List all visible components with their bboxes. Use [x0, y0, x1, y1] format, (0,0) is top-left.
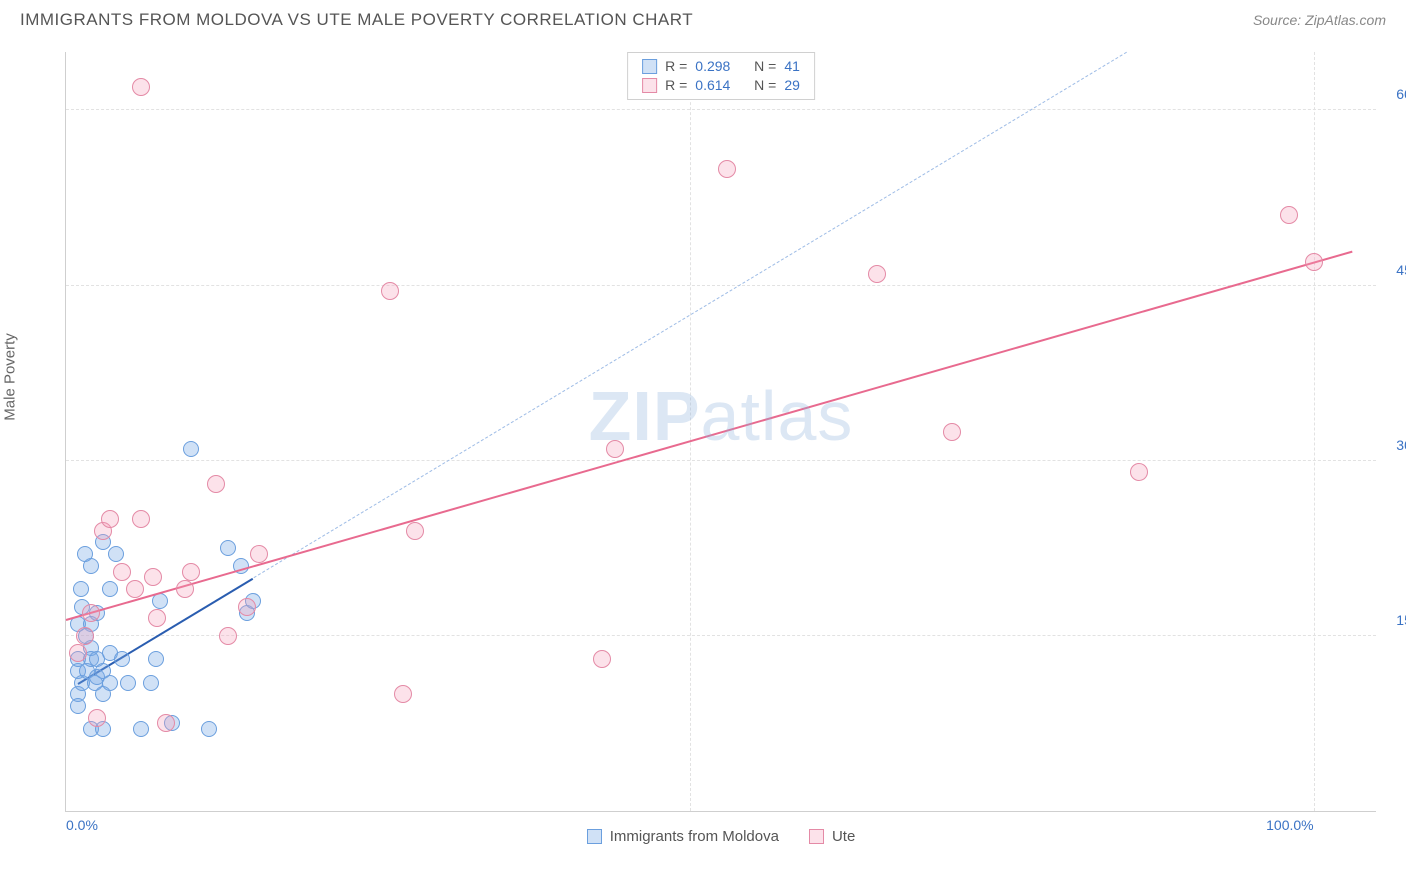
data-point	[157, 714, 175, 732]
data-point	[219, 627, 237, 645]
data-point	[73, 581, 89, 597]
data-point	[70, 698, 86, 714]
gridline	[66, 109, 1376, 110]
data-point	[201, 721, 217, 737]
trend-line	[66, 251, 1353, 621]
data-point	[133, 721, 149, 737]
data-point	[718, 160, 736, 178]
legend-swatch	[587, 829, 602, 844]
legend-stats-row: R = 0.614 N = 29	[642, 76, 800, 95]
series-legend: Immigrants from Moldova Ute	[66, 828, 1376, 845]
data-point	[77, 546, 93, 562]
data-point	[144, 568, 162, 586]
data-point	[593, 650, 611, 668]
legend-item: Ute	[809, 828, 855, 845]
legend-swatch	[642, 78, 657, 93]
data-point	[132, 78, 150, 96]
legend-swatch	[642, 59, 657, 74]
data-point	[1280, 206, 1298, 224]
data-point	[868, 265, 886, 283]
x-tick-label: 100.0%	[1266, 817, 1313, 833]
data-point	[148, 651, 164, 667]
data-point	[1130, 463, 1148, 481]
data-point	[101, 510, 119, 528]
gridline	[66, 635, 1376, 636]
data-point	[148, 609, 166, 627]
data-point	[120, 675, 136, 691]
data-point	[126, 580, 144, 598]
legend-label: Ute	[832, 828, 855, 845]
x-tick-label: 0.0%	[66, 817, 98, 833]
data-point	[176, 580, 194, 598]
data-point	[943, 423, 961, 441]
data-point	[82, 604, 100, 622]
y-tick-label: 45.0%	[1381, 262, 1406, 278]
data-point	[69, 644, 87, 662]
data-point	[406, 522, 424, 540]
data-point	[606, 440, 624, 458]
data-point	[132, 510, 150, 528]
legend-stats-row: R = 0.298 N = 41	[642, 57, 800, 76]
chart-title: IMMIGRANTS FROM MOLDOVA VS UTE MALE POVE…	[20, 10, 693, 30]
data-point	[183, 441, 199, 457]
data-point	[114, 651, 130, 667]
gridline	[66, 285, 1376, 286]
chart-area: Male Poverty R = 0.298 N = 41R = 0.614 N…	[20, 40, 1386, 872]
y-axis-label: Male Poverty	[2, 333, 19, 421]
data-point	[394, 685, 412, 703]
legend-label: Immigrants from Moldova	[610, 828, 779, 845]
y-tick-label: 15.0%	[1381, 612, 1406, 628]
data-point	[381, 282, 399, 300]
y-tick-label: 30.0%	[1381, 437, 1406, 453]
vgridline	[1314, 52, 1315, 811]
data-point	[108, 546, 124, 562]
source-attribution: Source: ZipAtlas.com	[1253, 12, 1386, 28]
correlation-legend: R = 0.298 N = 41R = 0.614 N = 29	[627, 52, 815, 100]
data-point	[102, 581, 118, 597]
data-point	[182, 563, 200, 581]
plot-region: R = 0.298 N = 41R = 0.614 N = 29 ZIPatla…	[65, 52, 1376, 812]
data-point	[76, 627, 94, 645]
data-point	[220, 540, 236, 556]
legend-item: Immigrants from Moldova	[587, 828, 779, 845]
data-point	[1305, 253, 1323, 271]
legend-swatch	[809, 829, 824, 844]
gridline	[66, 460, 1376, 461]
data-point	[238, 598, 256, 616]
vgridline	[690, 52, 691, 811]
watermark: ZIPatlas	[589, 376, 854, 456]
data-point	[102, 675, 118, 691]
data-point	[250, 545, 268, 563]
data-point	[113, 563, 131, 581]
y-tick-label: 60.0%	[1381, 86, 1406, 102]
data-point	[88, 709, 106, 727]
data-point	[143, 675, 159, 691]
data-point	[207, 475, 225, 493]
